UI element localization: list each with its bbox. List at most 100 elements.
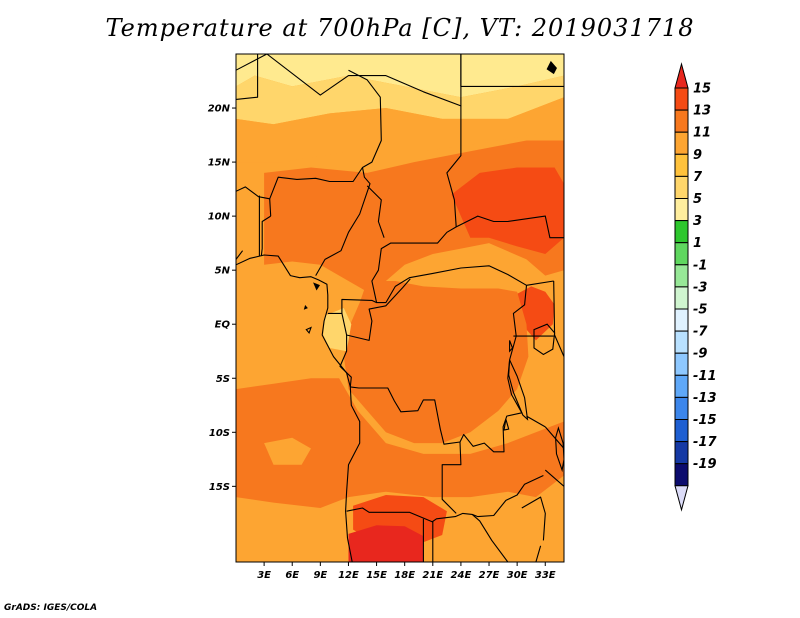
colorbar-label: -15 xyxy=(693,413,717,428)
colorbar-swatch xyxy=(674,153,689,177)
map-axes: 3E 6E 9E 12E 15E 18E 21E 24E 27E 30E 33E 20N 15N 10N 5… xyxy=(208,104,556,581)
temperature-region xyxy=(236,97,564,163)
lake-outline xyxy=(503,419,510,431)
country-border xyxy=(269,167,363,217)
country-border xyxy=(535,545,542,562)
country-border xyxy=(339,278,411,387)
colorbar-swatch xyxy=(674,242,689,266)
country-border xyxy=(441,441,462,514)
colorbar: 15 13 11 9 7 5 3 1 -1 -3 -5 -7 -9 -11 -13 -15 -17 -19 xyxy=(674,62,717,512)
colorbar-label: 5 xyxy=(693,192,702,207)
lon-tick-label: 27E xyxy=(479,570,500,581)
temperature-region xyxy=(236,378,564,508)
country-border xyxy=(371,226,554,304)
country-border xyxy=(431,475,544,523)
temperature-region xyxy=(348,525,424,562)
colorbar-label: -19 xyxy=(693,457,717,472)
lon-tick-label: 9E xyxy=(313,570,327,581)
colorbar-swatch xyxy=(674,131,689,155)
colorbar-bottom-arrow xyxy=(674,485,689,512)
colorbar-swatch xyxy=(674,198,689,222)
colorbar-label: 1 xyxy=(693,236,702,251)
colorbar-swatch xyxy=(674,87,689,111)
country-border xyxy=(366,185,385,238)
temperature-region xyxy=(343,281,529,444)
colorbar-swatch xyxy=(674,374,689,398)
colorbar-label: 13 xyxy=(693,104,711,119)
lat-tick-label: 15N xyxy=(208,158,231,169)
lon-tick-label: 12E xyxy=(338,570,359,581)
island xyxy=(546,60,557,75)
colorbar-label: -13 xyxy=(693,391,717,406)
colorbar-label: -9 xyxy=(693,347,707,362)
colorbar-label: 7 xyxy=(693,170,703,185)
lake-outline xyxy=(305,326,312,334)
colorbar-swatch xyxy=(674,330,689,354)
colorbar-label: 3 xyxy=(693,214,702,229)
colorbar-label: -5 xyxy=(693,303,707,318)
lon-tick-label: 6E xyxy=(285,570,299,581)
map-title: Temperature at 700hPa [C], VT: 201903171… xyxy=(105,14,695,42)
colorbar-swatch xyxy=(674,286,689,310)
colorbar-label: -11 xyxy=(693,369,717,384)
colorbar-label: -1 xyxy=(693,258,707,273)
lon-tick-label: 33E xyxy=(535,570,556,581)
colorbar-swatch xyxy=(674,463,689,487)
credit-text: GrADS: IGES/COLA xyxy=(4,603,98,613)
colorbar-label: -3 xyxy=(693,280,707,295)
country-border xyxy=(346,507,434,562)
country-border xyxy=(526,415,546,428)
colorbar-swatch xyxy=(674,308,689,332)
colorbar-label: 9 xyxy=(693,148,702,163)
country-border xyxy=(236,250,244,260)
lon-tick-label: 18E xyxy=(394,570,415,581)
lat-tick-label: EQ xyxy=(215,320,231,331)
colorbar-label: -17 xyxy=(693,435,717,450)
lat-tick-label: 5S xyxy=(216,374,230,385)
country-border xyxy=(341,298,377,314)
lon-tick-label: 24E xyxy=(451,570,472,581)
colorbar-swatch xyxy=(674,441,689,465)
temperature-map xyxy=(235,53,565,563)
colorbar-label: 11 xyxy=(693,126,711,141)
colorbar-swatch xyxy=(674,175,689,199)
lake-outline xyxy=(555,426,564,473)
lake-outline xyxy=(509,340,514,353)
temperature-shading xyxy=(236,54,564,562)
temperature-region xyxy=(323,308,352,352)
lake-outline xyxy=(533,323,556,356)
colorbar-swatch xyxy=(674,220,689,244)
country-border xyxy=(471,513,509,562)
colorbar-label: 15 xyxy=(693,82,711,97)
colorbar-swatch xyxy=(674,419,689,443)
country-border xyxy=(460,54,564,87)
country-border xyxy=(236,54,259,100)
lon-tick-label: 3E xyxy=(257,570,271,581)
coastline xyxy=(236,254,361,562)
lat-tick-label: 10N xyxy=(208,212,231,223)
colorbar-top-arrow xyxy=(674,62,689,89)
country-border xyxy=(315,69,382,276)
lon-tick-label: 15E xyxy=(366,570,387,581)
colorbar-swatch xyxy=(674,264,689,288)
island xyxy=(313,282,321,291)
colorbar-swatch xyxy=(674,352,689,376)
island xyxy=(303,304,308,310)
lat-tick-label: 15S xyxy=(209,482,230,493)
colorbar-swatch xyxy=(674,396,689,420)
country-border xyxy=(236,186,270,200)
map-frame xyxy=(235,53,565,563)
country-border xyxy=(544,469,564,487)
lon-tick-label: 21E xyxy=(422,570,443,581)
lat-tick-label: 5N xyxy=(215,266,231,277)
lat-tick-label: 20N xyxy=(208,104,231,115)
country-border xyxy=(446,105,564,239)
country-border xyxy=(260,215,271,257)
country-border xyxy=(236,54,268,71)
colorbar-label: -7 xyxy=(693,325,708,340)
lat-tick-label: 10S xyxy=(209,428,230,439)
country-border xyxy=(521,496,546,541)
lon-tick-label: 30E xyxy=(507,570,528,581)
colorbar-swatch xyxy=(674,109,689,133)
temperature-region xyxy=(264,437,311,465)
